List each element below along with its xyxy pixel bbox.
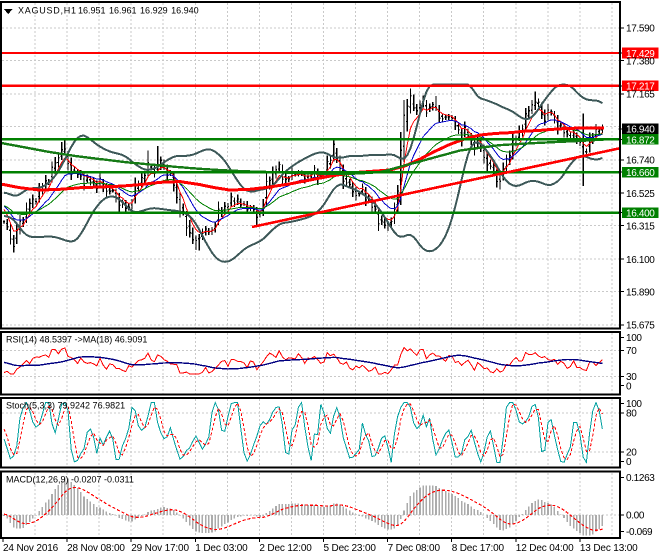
svg-text:17.217: 17.217: [626, 82, 655, 93]
svg-text:17.165: 17.165: [626, 90, 655, 101]
svg-text:17.590: 17.590: [626, 24, 655, 35]
svg-text:17.429: 17.429: [626, 49, 655, 60]
svg-text:16.872: 16.872: [626, 135, 655, 146]
svg-text:1 Dec 03:00: 1 Dec 03:00: [195, 543, 248, 554]
svg-text:-0.069: -0.069: [626, 527, 653, 538]
svg-text:70: 70: [626, 346, 637, 357]
svg-text:17.380: 17.380: [626, 56, 655, 67]
svg-text:8 Dec 17:00: 8 Dec 17:00: [452, 543, 505, 554]
svg-text:0.00: 0.00: [626, 511, 645, 522]
svg-text:16.525: 16.525: [626, 189, 655, 200]
svg-text:0.1263: 0.1263: [626, 473, 655, 484]
svg-text:15.675: 15.675: [626, 321, 655, 332]
svg-text:RSI(14) 48.5397 ->MA(18) 46.9: RSI(14) 48.5397 ->MA(18) 46.9091: [6, 335, 147, 345]
svg-text:28 Nov 08:00: 28 Nov 08:00: [67, 543, 125, 554]
svg-text:Stoch(5,3,3) 79.9242 76.9821: Stoch(5,3,3) 79.9242 76.9821: [6, 401, 125, 411]
svg-text:16.940: 16.940: [626, 125, 655, 136]
svg-text:20: 20: [626, 448, 637, 459]
svg-text:15.890: 15.890: [626, 287, 655, 298]
svg-text:0: 0: [626, 381, 632, 392]
svg-text:0: 0: [626, 457, 632, 468]
svg-text:24 Nov 2016: 24 Nov 2016: [3, 543, 59, 554]
svg-text:5 Dec 23:00: 5 Dec 23:00: [324, 543, 377, 554]
svg-text:13 Dec 13:00: 13 Dec 13:00: [580, 543, 638, 554]
svg-text:16.951 16.961 16.929 16.940: 16.951 16.961 16.929 16.940: [78, 6, 199, 16]
svg-text:30: 30: [626, 372, 637, 383]
svg-text:16.315: 16.315: [626, 221, 655, 232]
svg-text:29 Nov 17:00: 29 Nov 17:00: [131, 543, 189, 554]
svg-text:12 Dec 04:00: 12 Dec 04:00: [516, 543, 574, 554]
svg-text:16.660: 16.660: [626, 168, 655, 179]
svg-text:MACD(12,26,9) -0.0207 -0.0311: MACD(12,26,9) -0.0207 -0.0311: [6, 475, 134, 485]
svg-text:XAGUSD,H1: XAGUSD,H1: [18, 6, 77, 16]
svg-text:7 Dec 08:00: 7 Dec 08:00: [388, 543, 441, 554]
svg-text:16.100: 16.100: [626, 255, 655, 266]
svg-text:16.400: 16.400: [626, 209, 655, 220]
svg-text:16.740: 16.740: [626, 156, 655, 167]
svg-text:2 Dec 12:00: 2 Dec 12:00: [259, 543, 312, 554]
svg-text:100: 100: [626, 333, 642, 344]
svg-text:100: 100: [626, 399, 642, 410]
svg-text:80: 80: [626, 409, 637, 420]
